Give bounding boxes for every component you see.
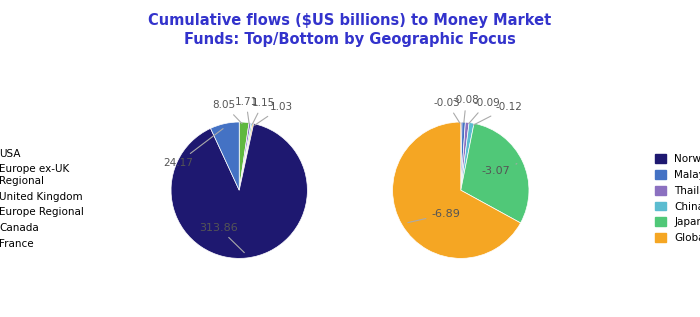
Wedge shape: [461, 123, 474, 190]
Text: Cumulative flows ($US billions) to Money Market
Funds: Top/Bottom by Geographic : Cumulative flows ($US billions) to Money…: [148, 13, 552, 48]
Wedge shape: [239, 123, 253, 190]
Text: -6.89: -6.89: [408, 209, 460, 223]
Wedge shape: [461, 123, 529, 223]
Wedge shape: [239, 122, 249, 190]
Text: 1.15: 1.15: [251, 98, 274, 124]
Wedge shape: [461, 122, 462, 190]
Wedge shape: [211, 122, 239, 190]
Text: -3.07: -3.07: [482, 164, 517, 176]
Text: -0.09: -0.09: [469, 98, 500, 124]
Text: -0.03: -0.03: [434, 98, 461, 123]
Wedge shape: [461, 122, 469, 190]
Text: 1.71: 1.71: [234, 97, 258, 124]
Text: 24.17: 24.17: [163, 129, 223, 168]
Wedge shape: [171, 124, 307, 258]
Text: 1.03: 1.03: [255, 102, 293, 125]
Wedge shape: [239, 123, 253, 190]
Wedge shape: [393, 122, 521, 258]
Text: 313.86: 313.86: [199, 223, 244, 253]
Wedge shape: [461, 122, 466, 190]
Legend: Norway, Malaysia, Thailand, China, Japan, Global: Norway, Malaysia, Thailand, China, Japan…: [655, 154, 700, 243]
Text: -0.08: -0.08: [453, 95, 480, 123]
Wedge shape: [239, 123, 251, 190]
Text: 8.05: 8.05: [213, 100, 242, 124]
Legend: USA, Europe ex-UK
Regional, United Kingdom, Europe Regional, Canada, France: USA, Europe ex-UK Regional, United Kingd…: [0, 149, 84, 249]
Text: -0.12: -0.12: [473, 102, 522, 125]
